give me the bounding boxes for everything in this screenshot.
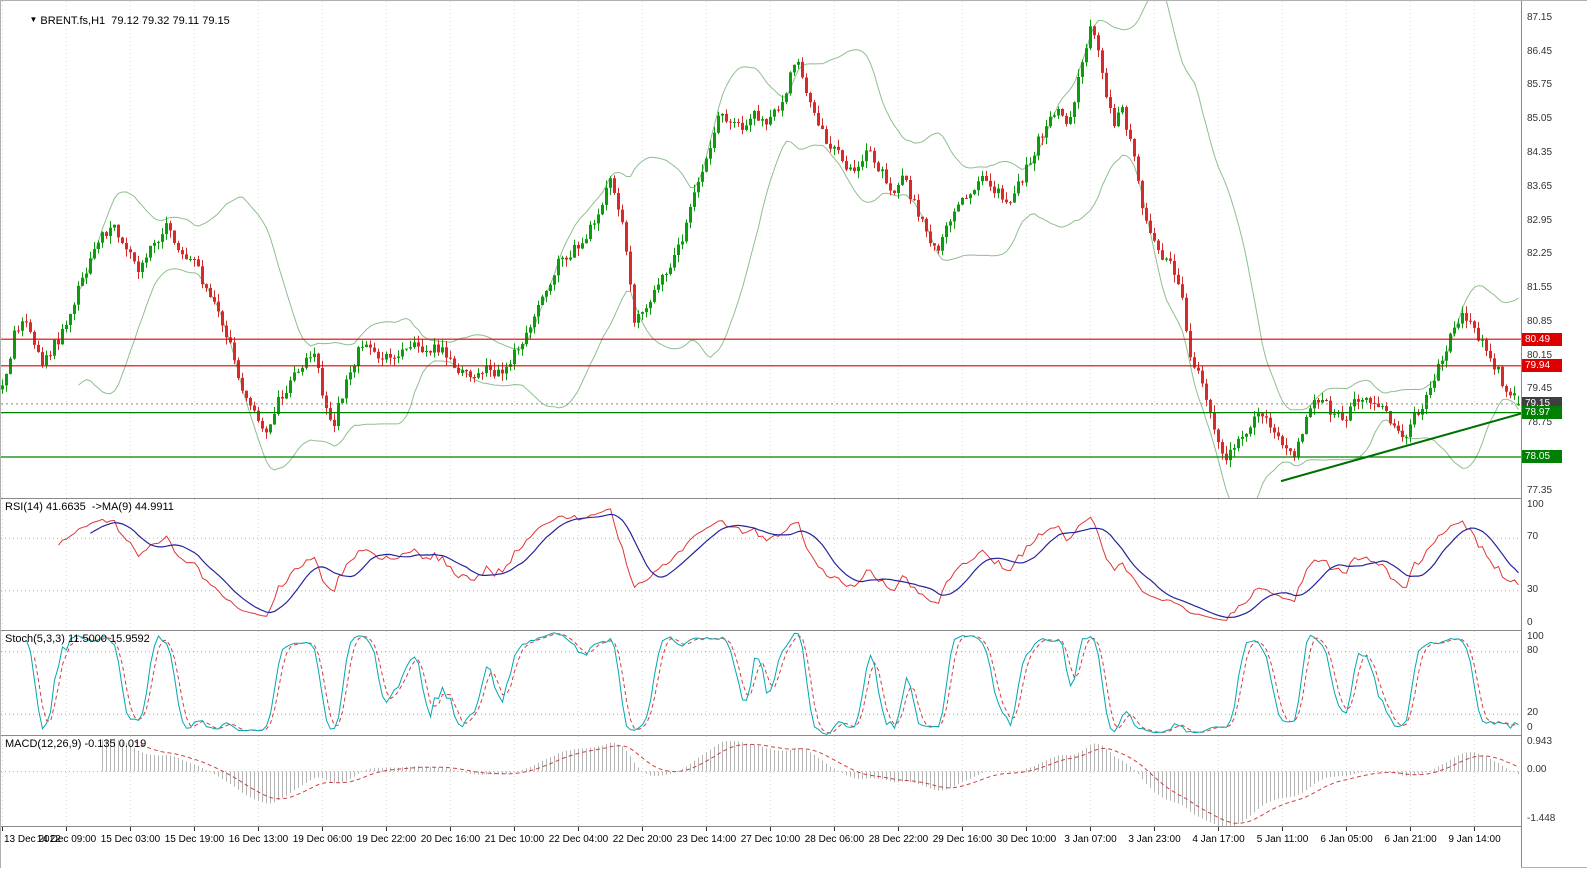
time-axis-label: 15 Dec 19:00 bbox=[164, 834, 225, 845]
time-axis-label: 3 Jan 07:00 bbox=[1064, 834, 1117, 845]
time-axis-label: 16 Dec 13:00 bbox=[228, 834, 289, 845]
macd-scale-label: 0.00 bbox=[1527, 764, 1547, 776]
price-axis-label: 77.35 bbox=[1527, 484, 1553, 496]
price-badge-78.05: 78.05 bbox=[1522, 450, 1562, 464]
stoch-scale-label: 20 bbox=[1527, 707, 1539, 719]
price-panel[interactable]: ▼ BRENT.fs,H1 79.12 79.32 79.11 79.15 bbox=[1, 1, 1521, 498]
time-axis-label: 15 Dec 03:00 bbox=[100, 834, 161, 845]
time-axis-label: 22 Dec 04:00 bbox=[548, 834, 609, 845]
rsi-scale-label: 30 bbox=[1527, 583, 1539, 595]
symbol-ohlc-text: BRENT.fs,H1 79.12 79.32 79.11 79.15 bbox=[40, 15, 230, 27]
stochastic-panel[interactable]: Stoch(5,3,3) 11.5000 15.9592 bbox=[1, 630, 1521, 735]
macd-scale-label: -1.448 bbox=[1527, 813, 1556, 824]
macd-panel[interactable]: MACD(12,26,9) -0.135 0.019 bbox=[1, 735, 1521, 826]
time-axis-label: 21 Dec 10:00 bbox=[484, 834, 545, 845]
time-axis[interactable]: 13 Dec 2022 14 Dec 09:00 15 Dec 03:00 15 De… bbox=[1, 826, 1521, 869]
price-axis: 87.15 86.45 85.75 85.05 84.35 83.65 82.95 82.25… bbox=[1521, 1, 1587, 867]
price-axis-label: 80.85 bbox=[1527, 315, 1553, 327]
price-axis-label: 81.55 bbox=[1527, 282, 1553, 294]
time-axis-label: 30 Dec 10:00 bbox=[996, 834, 1057, 845]
time-axis-label: 5 Jan 11:00 bbox=[1256, 834, 1309, 845]
macd-canvas[interactable] bbox=[1, 736, 1521, 826]
stoch-scale-label: 80 bbox=[1527, 644, 1539, 656]
rsi-scale-label: 0 bbox=[1527, 617, 1533, 628]
price-axis-label: 79.45 bbox=[1527, 383, 1553, 395]
time-axis-label: 19 Dec 06:00 bbox=[292, 834, 353, 845]
price-chart-canvas[interactable] bbox=[1, 1, 1521, 498]
rsi-panel[interactable]: RSI(14) 41.6635 ->MA(9) 44.9911 bbox=[1, 498, 1521, 630]
price-axis-label: 85.05 bbox=[1527, 113, 1553, 125]
price-axis-label: 86.45 bbox=[1527, 45, 1553, 57]
time-axis-label: 28 Dec 22:00 bbox=[868, 834, 929, 845]
macd-title: MACD(12,26,9) -0.135 0.019 bbox=[5, 738, 147, 750]
symbol-header: ▼ BRENT.fs,H1 79.12 79.32 79.11 79.15 bbox=[5, 3, 230, 39]
time-axis-ticks bbox=[2, 827, 1475, 831]
time-axis-label: 9 Jan 14:00 bbox=[1448, 834, 1501, 845]
price-axis-label: 80.15 bbox=[1527, 349, 1553, 361]
symbol-dropdown-icon[interactable]: ▼ bbox=[29, 15, 38, 24]
time-axis-label: 6 Jan 05:00 bbox=[1320, 834, 1373, 845]
price-axis-label: 87.15 bbox=[1527, 11, 1553, 23]
time-axis-label: 13 Dec 2022 bbox=[4, 834, 61, 845]
price-axis-label: 82.25 bbox=[1527, 248, 1553, 260]
price-axis-label: 83.65 bbox=[1527, 180, 1553, 192]
time-axis-label: 29 Dec 16:00 bbox=[932, 834, 993, 845]
rsi-scale-label: 70 bbox=[1527, 531, 1539, 543]
time-axis-label: 23 Dec 14:00 bbox=[676, 834, 737, 845]
price-badge-80.49: 80.49 bbox=[1522, 332, 1562, 346]
price-axis-label: 82.95 bbox=[1527, 214, 1553, 226]
time-axis-label: 3 Jan 23:00 bbox=[1128, 834, 1181, 845]
price-axis-label: 85.75 bbox=[1527, 79, 1553, 91]
chart-plots-column: ▼ BRENT.fs,H1 79.12 79.32 79.11 79.15 RSI… bbox=[1, 1, 1521, 869]
time-axis-label: 27 Dec 10:00 bbox=[740, 834, 801, 845]
time-axis-label: 6 Jan 21:00 bbox=[1384, 834, 1437, 845]
price-axis-label: 84.35 bbox=[1527, 146, 1553, 158]
price-axis-label: 78.75 bbox=[1527, 417, 1553, 429]
time-axis-label: 20 Dec 16:00 bbox=[420, 834, 481, 845]
time-axis-label: 19 Dec 22:00 bbox=[356, 834, 417, 845]
price-badge-78.97: 78.97 bbox=[1522, 406, 1562, 420]
stochastic-title: Stoch(5,3,3) 11.5000 15.9592 bbox=[5, 633, 150, 645]
rsi-canvas[interactable] bbox=[1, 499, 1521, 630]
time-axis-label: 14 Dec 09:00 bbox=[36, 834, 97, 845]
time-axis-label: 22 Dec 20:00 bbox=[612, 834, 673, 845]
price-badge-79.94: 79.94 bbox=[1522, 359, 1562, 373]
time-axis-label: 4 Jan 17:00 bbox=[1192, 834, 1245, 845]
stochastic-canvas[interactable] bbox=[1, 631, 1521, 735]
macd-scale-label: 0.943 bbox=[1527, 736, 1553, 747]
rsi-scale-label: 100 bbox=[1527, 499, 1544, 510]
time-axis-label: 28 Dec 06:00 bbox=[804, 834, 865, 845]
rsi-title: RSI(14) 41.6635 ->MA(9) 44.9911 bbox=[5, 501, 174, 513]
stoch-scale-label: 100 bbox=[1527, 631, 1544, 642]
stoch-scale-label: 0 bbox=[1527, 722, 1533, 733]
